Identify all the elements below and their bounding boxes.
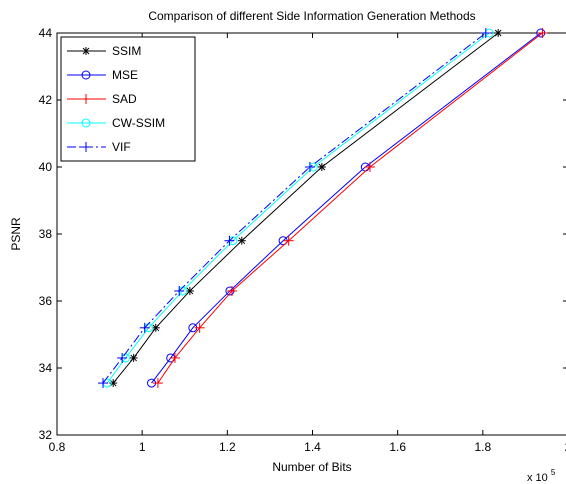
x-multiplier-exponent: 5 <box>551 468 556 477</box>
series-sad <box>152 28 548 389</box>
data-point <box>81 142 91 152</box>
data-point <box>174 285 185 296</box>
x-tick-label: 0.8 <box>49 440 66 454</box>
legend-entries: SSIM MSE SAD CW-SSIM VIF <box>67 44 165 154</box>
legend-label: VIF <box>112 140 131 154</box>
y-tick-label: 42 <box>39 93 53 107</box>
series-vif <box>97 28 491 389</box>
x-tick-label: 1.4 <box>304 440 321 454</box>
y-tick-label: 44 <box>39 26 53 40</box>
series-ssim <box>109 29 503 388</box>
legend-entry: SSIM <box>67 44 141 58</box>
data-point <box>227 285 238 296</box>
legend-label: SAD <box>112 92 137 106</box>
chart-title: Comparison of different Side Information… <box>148 9 475 23</box>
data-point <box>494 29 503 37</box>
y-tick-label: 36 <box>39 294 53 308</box>
y-tick-label: 32 <box>39 428 53 442</box>
y-tick-label: 34 <box>39 361 53 375</box>
legend: SSIM MSE SAD CW-SSIM VIF <box>60 36 196 162</box>
y-tick-label: 38 <box>39 227 53 241</box>
data-point <box>81 94 91 104</box>
legend-label: MSE <box>112 68 138 82</box>
data-point <box>152 378 163 389</box>
x-tick-label: 2 <box>565 440 566 454</box>
data-point <box>169 352 180 363</box>
legend-entry: MSE <box>67 68 138 82</box>
y-tick-label: 40 <box>39 160 53 174</box>
legend-label: SSIM <box>112 44 141 58</box>
data-point <box>139 322 150 333</box>
data-point <box>237 236 246 245</box>
legend-entry: CW-SSIM <box>67 116 165 130</box>
data-point <box>317 163 326 171</box>
legend-label: CW-SSIM <box>112 116 165 130</box>
legend-entry: SAD <box>67 92 137 106</box>
data-point <box>81 70 91 80</box>
y-axis-label: PSNR <box>9 217 23 251</box>
data-point <box>224 235 235 246</box>
data-point <box>194 322 205 333</box>
data-point <box>185 286 194 295</box>
x-tick-label: 1.8 <box>474 440 491 454</box>
data-point <box>364 162 375 172</box>
data-point <box>480 28 491 38</box>
data-point <box>117 352 128 363</box>
data-point <box>81 118 91 128</box>
x-tick-label: 1 <box>139 440 146 454</box>
legend-entry: VIF <box>67 140 131 154</box>
data-point <box>82 47 90 55</box>
x-multiplier-base: x 10 <box>527 472 548 484</box>
series-layer <box>97 28 548 389</box>
data-point <box>537 28 548 38</box>
x-multiplier-label: x 10 5 <box>527 468 556 484</box>
data-point <box>304 162 315 172</box>
axis-ticks: 0.8 1 1.2 1.4 1.6 1.8 2 32 34 36 38 40 42 44 <box>39 26 566 454</box>
x-axis-label: Number of Bits <box>272 460 351 474</box>
x-tick-label: 1.2 <box>219 440 236 454</box>
data-point <box>283 235 294 246</box>
data-point <box>97 378 108 389</box>
data-point <box>151 323 160 332</box>
data-point <box>129 353 138 362</box>
x-tick-label: 1.6 <box>389 440 406 454</box>
